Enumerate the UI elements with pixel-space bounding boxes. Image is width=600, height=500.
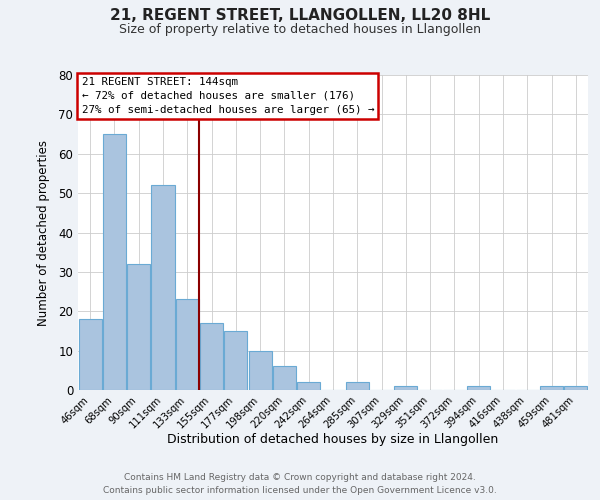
Bar xyxy=(394,386,418,390)
Text: Contains HM Land Registry data © Crown copyright and database right 2024.: Contains HM Land Registry data © Crown c… xyxy=(124,472,476,482)
Bar xyxy=(200,323,223,390)
Y-axis label: Number of detached properties: Number of detached properties xyxy=(37,140,50,326)
Bar xyxy=(273,366,296,390)
Bar xyxy=(127,264,150,390)
Text: 21, REGENT STREET, LLANGOLLEN, LL20 8HL: 21, REGENT STREET, LLANGOLLEN, LL20 8HL xyxy=(110,8,490,22)
Text: Contains public sector information licensed under the Open Government Licence v3: Contains public sector information licen… xyxy=(103,486,497,495)
Bar xyxy=(346,382,369,390)
Bar xyxy=(540,386,563,390)
Bar xyxy=(79,319,101,390)
Text: Size of property relative to detached houses in Llangollen: Size of property relative to detached ho… xyxy=(119,22,481,36)
Text: Distribution of detached houses by size in Llangollen: Distribution of detached houses by size … xyxy=(167,432,499,446)
Bar xyxy=(224,331,247,390)
Bar xyxy=(297,382,320,390)
Bar xyxy=(176,300,199,390)
Bar xyxy=(248,350,272,390)
Text: 21 REGENT STREET: 144sqm
← 72% of detached houses are smaller (176)
27% of semi-: 21 REGENT STREET: 144sqm ← 72% of detach… xyxy=(82,77,374,115)
Bar xyxy=(103,134,126,390)
Bar xyxy=(565,386,587,390)
Bar xyxy=(467,386,490,390)
Bar xyxy=(151,185,175,390)
